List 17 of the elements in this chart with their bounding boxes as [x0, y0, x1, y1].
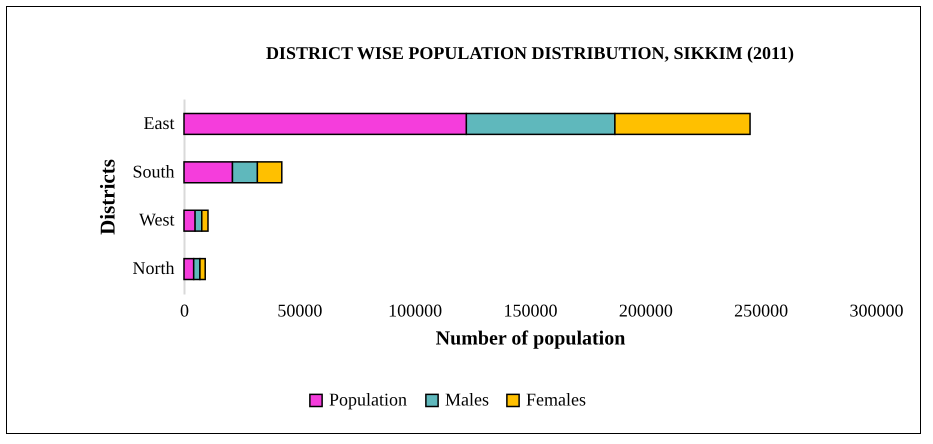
legend-label: Males — [445, 389, 489, 410]
y-tick-label: North — [132, 258, 174, 278]
x-tick-label: 200000 — [618, 300, 673, 320]
legend-label: Population — [329, 389, 408, 410]
x-tick-label: 150000 — [504, 300, 558, 320]
x-axis-title: Number of population — [436, 328, 626, 350]
x-tick-label: 0 — [180, 300, 189, 320]
x-tick-label: 50000 — [277, 300, 322, 320]
x-tick-label: 100000 — [388, 300, 442, 320]
x-tick-label: 300000 — [850, 300, 904, 320]
y-tick-label: South — [132, 161, 174, 182]
y-tick-label: East — [144, 112, 174, 133]
legend-label: Females — [526, 389, 586, 410]
y-axis-title: Districts — [95, 159, 120, 235]
y-tick-label: West — [138, 210, 174, 230]
chart-title: DISTRICT WISE POPULATION DISTRIBUTION, SIKKIM (2011) — [266, 43, 794, 63]
x-tick-label: 250000 — [734, 300, 788, 320]
